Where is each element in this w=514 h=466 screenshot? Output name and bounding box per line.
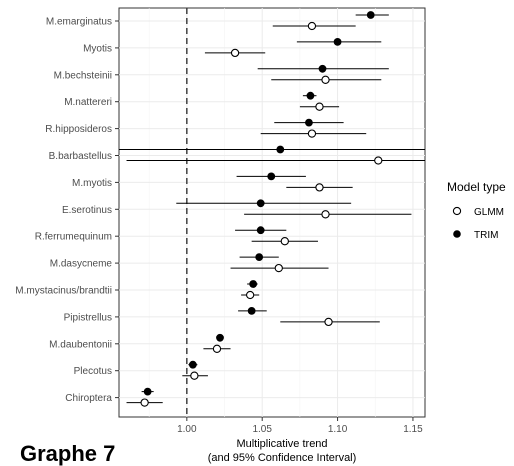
glmm-point [315,183,324,192]
trim-point [255,253,264,261]
glmm-point [274,263,283,273]
y-tick-label: Myotis [83,43,112,54]
figure-caption: Graphe 7 [20,441,115,466]
glmm-point [315,102,324,111]
trim-point [305,118,313,127]
data-marks [119,11,425,407]
x-axis-title-line2: (and 95% Confidence Interval) [208,452,357,464]
legend-key-glmm [452,206,462,216]
trim-point [249,280,258,288]
y-tick-label: Pipistrellus [64,312,112,323]
trim-point [267,172,276,181]
y-tick-label: M.daubentonii [49,339,112,350]
glmm-point [212,344,222,353]
trim-point [276,145,285,154]
y-tick-label: Plecotus [74,366,112,377]
trim-point [247,307,256,315]
glmm-point [140,398,149,407]
x-tick-labels: 1.00 1.05 1.10 1.15 [177,417,423,435]
legend-label-trim: TRIM [474,230,498,241]
trim-point [216,333,224,342]
x-tick-label: 1.05 [252,424,272,435]
legend-key-trim [453,230,461,238]
glmm-point [190,371,199,380]
x-tick-label: 1.15 [403,424,423,435]
y-tick-label: Chiroptera [65,393,112,404]
y-tick-labels: M.emarginatus Myotis M.bechsteinii M.natter… [15,17,119,404]
glmm-point [324,317,333,327]
trim-point [143,387,152,396]
trim-point [333,38,342,46]
glmm-point [245,290,255,300]
trim-point [366,11,375,19]
y-tick-label: B.barbastellus [49,151,112,162]
y-tick-label: M.nattereri [64,97,112,108]
trim-point [188,360,197,369]
y-tick-label: R.ferrumequinum [35,232,112,243]
y-tick-label: M.emarginatus [46,17,112,28]
legend-title: Model type [447,180,506,194]
glmm-point [374,156,383,165]
glmm-point [307,21,317,31]
y-tick-label: M.bechsteinii [54,70,112,81]
trim-point [318,64,327,73]
glmm-point [230,48,240,58]
legend-label-glmm: GLMM [474,207,504,218]
y-tick-label: M.mystacinus/brandtii [15,286,112,297]
plot-panel [118,7,426,418]
glmm-point [280,237,289,246]
trim-point [256,199,265,208]
glmm-point [321,75,330,84]
gridlines [119,8,425,417]
x-axis-title-line1: Multiplicative trend [236,438,327,450]
y-tick-label: R.hipposideros [45,124,112,135]
x-tick-label: 1.10 [328,424,348,435]
x-tick-label: 1.00 [177,424,197,435]
trim-point [306,91,315,100]
glmm-point [307,129,317,138]
y-tick-label: M.dasycneme [50,259,113,270]
y-tick-label: M.myotis [72,178,112,189]
legend: Model type GLMM TRIM [447,180,506,241]
y-tick-label: E.serotinus [62,205,112,216]
trim-point [256,226,265,235]
glmm-point [321,210,330,219]
